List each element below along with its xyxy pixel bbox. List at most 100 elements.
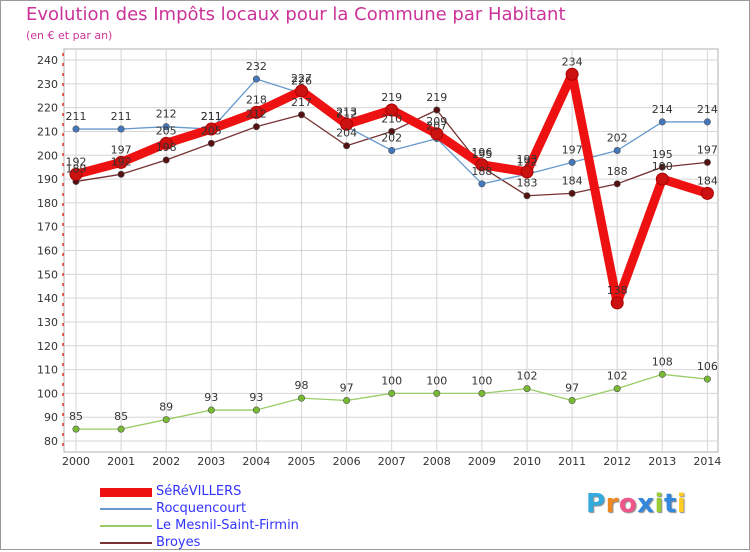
data-label: 232: [246, 60, 267, 73]
data-point-1: [117, 125, 125, 133]
data-point-1: [72, 125, 80, 133]
data-label: 183: [517, 177, 538, 190]
data-point-1: [478, 180, 486, 188]
y-tick-label: 130: [37, 316, 58, 329]
data-point-0: [249, 105, 263, 119]
data-point-1: [658, 118, 666, 126]
x-tick-label: 2014: [693, 455, 721, 468]
logo-letter: P: [586, 489, 606, 519]
data-label: 189: [66, 162, 87, 175]
legend-label: Rocquencourt: [156, 501, 247, 516]
legend-swatch: [100, 487, 152, 497]
legend-swatch: [100, 542, 152, 544]
data-point-0: [655, 172, 669, 186]
data-point-3: [703, 158, 711, 166]
data-label: 188: [607, 165, 628, 178]
chart-title: Evolution des Impôts locaux pour la Comm…: [26, 4, 566, 25]
logo-letter: r: [605, 489, 619, 519]
data-point-3: [252, 123, 260, 131]
x-tick-label: 2002: [152, 455, 180, 468]
data-label: 192: [66, 155, 87, 168]
y-tick-label: 230: [37, 78, 58, 91]
y-tick-label: 190: [37, 173, 58, 186]
data-point-1: [613, 146, 621, 154]
data-point-0: [69, 167, 83, 181]
data-point-0: [610, 296, 624, 310]
data-point-0: [520, 165, 534, 179]
data-label: 219: [381, 91, 402, 104]
data-point-3: [297, 111, 305, 119]
x-tick-label: 2006: [333, 455, 361, 468]
data-label: 210: [381, 112, 402, 125]
data-point-3: [162, 156, 170, 164]
x-tick-label: 2003: [197, 455, 225, 468]
data-point-0: [159, 136, 173, 150]
data-point-3: [388, 127, 396, 135]
x-tick-label: 2011: [558, 455, 586, 468]
data-point-2: [568, 397, 576, 405]
data-point-3: [658, 163, 666, 171]
data-label: 192: [517, 155, 538, 168]
data-label: 211: [66, 110, 87, 123]
data-label: 198: [156, 141, 177, 154]
legend-swatch: [100, 508, 152, 510]
data-label: 98: [295, 379, 309, 392]
data-point-2: [252, 406, 260, 414]
data-label: 195: [471, 148, 492, 161]
data-label: 204: [336, 127, 357, 140]
data-point-0: [204, 122, 218, 136]
data-point-0: [700, 186, 714, 200]
x-tick-label: 2010: [513, 455, 541, 468]
data-point-3: [433, 106, 441, 114]
x-tick-label: 2008: [423, 455, 451, 468]
data-label: 188: [471, 165, 492, 178]
data-label: 205: [201, 124, 222, 137]
data-point-0: [565, 67, 579, 81]
data-point-0: [385, 103, 399, 117]
data-label: 209: [426, 115, 447, 128]
data-label: 226: [291, 74, 312, 87]
data-point-2: [297, 394, 305, 402]
data-label: 217: [291, 96, 312, 109]
data-point-2: [343, 397, 351, 405]
data-label: 193: [517, 153, 538, 166]
data-point-0: [114, 155, 128, 169]
data-point-2: [613, 385, 621, 393]
y-tick-label: 200: [37, 149, 58, 162]
y-tick-label: 210: [37, 125, 58, 138]
logo-letter: i: [676, 489, 687, 519]
data-label: 108: [652, 355, 673, 368]
data-label: 195: [652, 148, 673, 161]
proxiti-logo: Proxiti: [586, 489, 686, 519]
data-label: 212: [336, 108, 357, 121]
data-point-1: [252, 75, 260, 83]
legend-swatch: [100, 525, 152, 527]
data-point-2: [478, 389, 486, 397]
chart-subtitle: (en € et par an): [26, 29, 113, 42]
data-point-2: [433, 389, 441, 397]
data-label: 190: [652, 160, 673, 173]
data-point-3: [613, 180, 621, 188]
data-label: 97: [565, 382, 579, 395]
data-label: 205: [156, 124, 177, 137]
data-point-2: [658, 370, 666, 378]
x-tick-label: 2004: [242, 455, 270, 468]
data-point-2: [207, 406, 215, 414]
data-point-0: [430, 127, 444, 141]
data-label: 93: [249, 391, 263, 404]
y-tick-label: 120: [37, 340, 58, 353]
y-tick-label: 110: [37, 364, 58, 377]
data-point-3: [117, 170, 125, 178]
data-label: 138: [607, 284, 628, 297]
y-tick-label: 100: [37, 387, 58, 400]
data-point-1: [388, 146, 396, 154]
data-label: 89: [159, 401, 173, 414]
logo-letter: i: [654, 489, 664, 519]
legend-label: SéRéVILLERS: [156, 484, 242, 499]
y-tick-label: 180: [37, 197, 58, 210]
logo-letter: t: [663, 489, 677, 519]
data-label: 184: [697, 174, 718, 187]
data-label: 184: [562, 174, 583, 187]
data-label: 97: [340, 382, 354, 395]
data-point-0: [340, 117, 354, 131]
